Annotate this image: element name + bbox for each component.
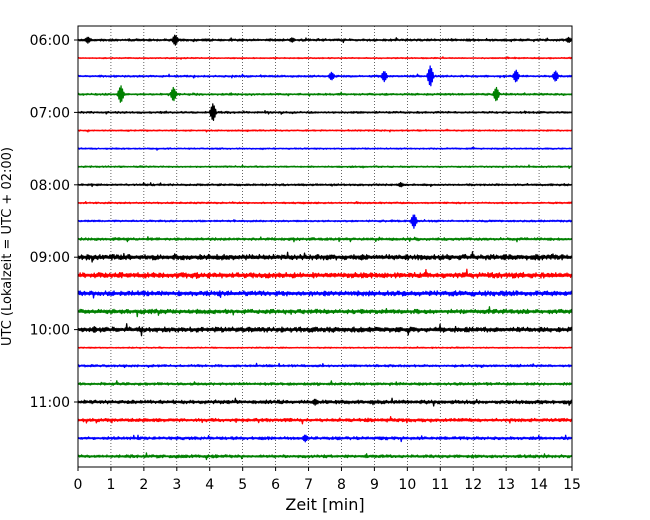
trace-line — [77, 362, 573, 369]
trace-line — [77, 397, 573, 407]
x-tick-label: 11 — [431, 477, 449, 493]
plot-frame — [77, 25, 573, 468]
trace-series — [77, 34, 573, 461]
trace-line — [77, 214, 573, 229]
x-tick-label: 8 — [337, 477, 346, 493]
x-tick-label: 4 — [205, 477, 214, 493]
y-axis-label: UTC (Lokalzeit = UTC + 02:00) — [0, 147, 15, 346]
trace-line — [77, 236, 573, 243]
trace-line — [77, 306, 573, 318]
trace-line — [77, 182, 573, 188]
y-tick-label: 09:00 — [30, 250, 70, 266]
trace-line — [77, 164, 573, 170]
y-axis: 06:00 07:00 08:00 09:00 10:00 11:00 — [30, 33, 78, 411]
trace-line — [77, 346, 573, 350]
x-axis: 0 1 2 3 4 5 6 7 8 9 10 11 12 13 14 15 — [74, 467, 581, 493]
x-tick-label: 14 — [530, 477, 548, 493]
x-tick-label: 9 — [370, 477, 379, 493]
y-tick-label: 08:00 — [30, 178, 70, 194]
trace-line — [77, 56, 573, 60]
trace-line — [77, 416, 573, 425]
trace-line — [77, 452, 573, 461]
y-tick-label: 10:00 — [30, 323, 70, 339]
trace-line — [77, 85, 573, 103]
trace-line — [77, 323, 573, 337]
trace-line — [77, 434, 573, 443]
x-tick-label: 6 — [271, 477, 280, 493]
trace-line — [77, 251, 573, 263]
x-tick-label: 3 — [172, 477, 181, 493]
y-tick-label: 07:00 — [30, 105, 70, 121]
trace-line — [77, 128, 573, 133]
x-axis-label: Zeit [min] — [285, 495, 364, 514]
x-tick-label: 0 — [74, 477, 83, 493]
trace-line — [77, 65, 573, 87]
trace-line — [77, 290, 573, 299]
x-tick-label: 15 — [563, 477, 581, 493]
y-tick-label: 06:00 — [30, 33, 70, 49]
x-tick-label: 5 — [238, 477, 247, 493]
trace-line — [77, 380, 573, 387]
x-tick-label: 2 — [139, 477, 148, 493]
y-tick-label: 11:00 — [30, 395, 70, 411]
trace-line — [77, 34, 573, 46]
x-tick-label: 10 — [398, 477, 416, 493]
x-tick-label: 12 — [464, 477, 482, 493]
x-tick-label: 1 — [106, 477, 115, 493]
x-tick-label: 7 — [304, 477, 313, 493]
trace-line — [77, 146, 573, 151]
trace-line — [77, 201, 573, 205]
trace-line — [77, 103, 573, 121]
trace-line — [77, 268, 573, 279]
x-tick-label: 13 — [497, 477, 515, 493]
